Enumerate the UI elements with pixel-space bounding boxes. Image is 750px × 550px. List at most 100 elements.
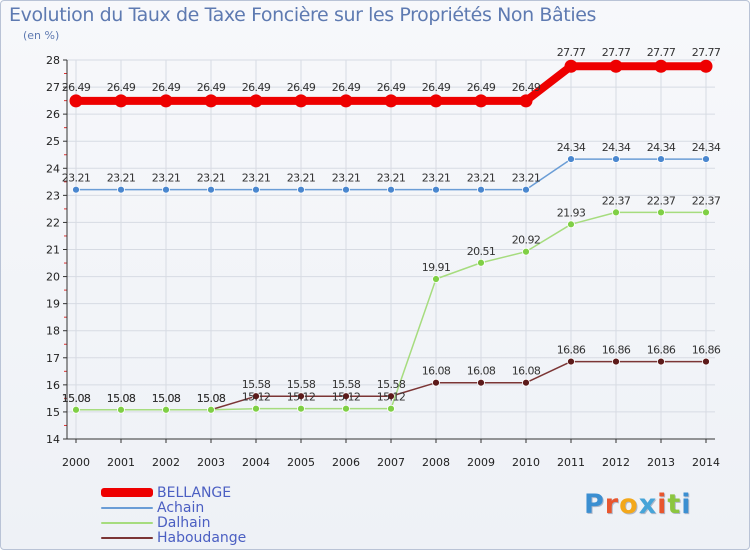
data-point [207,405,215,414]
data-point [162,185,170,194]
x-tick-label: 2010 [512,456,540,469]
data-label: 27.77 [557,46,586,59]
data-label: 26.49 [467,81,496,94]
data-label: 27.77 [647,46,676,59]
data-point [297,404,305,413]
data-point [72,405,80,414]
data-label: 24.34 [647,141,676,154]
y-tick-label: 21 [46,244,60,257]
data-point [522,185,530,194]
data-point [699,59,713,73]
y-tick-label: 28 [46,54,60,67]
data-point [432,378,440,387]
data-label: 21.93 [557,206,586,219]
series-layer [69,59,713,414]
y-tick-label: 27 [46,81,60,94]
data-label: 16.08 [422,365,451,378]
legend-item: BELLANGE [101,484,246,501]
data-point [567,357,575,366]
legend-swatch [101,488,153,497]
data-label: 15.58 [332,378,361,391]
logo-letter: r [604,489,620,520]
data-point [297,185,305,194]
data-point [657,208,665,217]
data-label: 26.49 [287,81,316,94]
y-tick-label: 18 [46,325,60,338]
data-label: 15.58 [377,378,406,391]
data-point [474,94,488,108]
data-label: 15.12 [242,391,271,404]
data-point [339,94,353,108]
data-point [477,258,485,267]
data-label: 15.08 [152,392,181,405]
data-label: 26.49 [62,81,91,94]
data-label: 26.49 [197,81,226,94]
logo-letter: o [619,489,639,520]
data-label: 16.86 [647,344,676,357]
data-point [294,94,308,108]
x-tick-label: 2006 [332,456,360,469]
legend-label: BELLANGE [157,484,232,501]
data-label: 27.77 [602,46,631,59]
axes: 14 15 16 17 18 19 20 21 22 23 24 25 26 27 28 2000 2001 20… [46,54,720,469]
data-point [654,59,668,73]
data-point [564,59,578,73]
data-point [567,155,575,163]
y-tick-label: 24 [46,162,60,175]
data-label: 16.86 [602,344,631,357]
data-point [519,94,533,108]
legend-label: Achain [157,499,205,516]
data-point [387,404,395,413]
legend-swatch [101,521,153,524]
data-label: 23.21 [62,172,91,185]
data-label: 23.21 [152,172,181,185]
x-tick-label: 2007 [377,456,405,469]
legend-label: Dalhain [157,514,211,531]
legend-item: Achain [101,499,246,516]
data-label: 23.21 [467,172,496,185]
x-tick-label: 2009 [467,456,495,469]
data-label: 19.91 [422,261,451,274]
data-label: 23.21 [287,172,316,185]
data-label: 26.49 [242,81,271,94]
data-label: 15.12 [377,391,406,404]
data-point [204,94,218,108]
unit-label: (en %) [23,29,60,42]
data-point [252,404,260,413]
data-point [612,155,620,163]
data-point [72,185,80,194]
data-point [702,357,710,366]
data-label: 15.08 [152,392,181,405]
data-point [207,185,215,194]
x-tick-label: 2004 [242,456,270,469]
data-label: 24.34 [692,141,721,154]
data-point [297,392,305,401]
x-tick-label: 2011 [557,456,585,469]
data-label: 20.51 [467,245,496,258]
data-point [567,220,575,229]
x-tick-label: 2002 [152,456,180,469]
data-point [477,185,485,194]
data-point [117,185,125,194]
x-tick-label: 2008 [422,456,450,469]
logo-letter: i [657,489,668,520]
x-tick-label: 2013 [647,456,675,469]
data-label: 27.77 [692,46,721,59]
data-label: 22.37 [692,194,721,207]
legend-swatch [101,536,153,539]
data-label: 26.49 [107,81,136,94]
data-label: 26.49 [152,81,181,94]
data-point [522,247,530,256]
data-label: 15.08 [62,392,91,405]
data-label: 15.08 [62,392,91,405]
data-label: 23.21 [422,172,451,185]
data-label: 15.12 [287,391,316,404]
data-labels: 26.49 26.49 26.49 26.49 26.49 26.49 26.49 26.49… [62,46,722,405]
data-label: 24.34 [557,141,586,154]
data-point [702,208,710,217]
data-point [387,185,395,194]
y-tick-label: 15 [46,406,60,419]
data-label: 22.37 [602,194,631,207]
data-point [384,94,398,108]
legend-item: Dalhain [101,514,246,531]
